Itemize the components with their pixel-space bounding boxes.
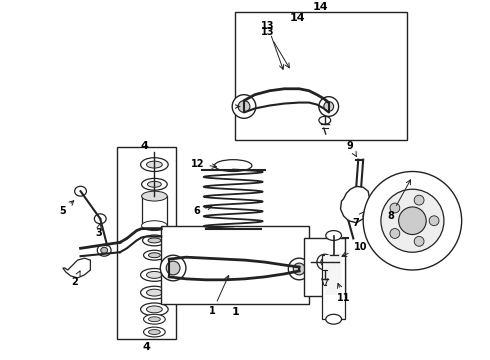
Circle shape: [414, 195, 424, 205]
Text: 3: 3: [95, 224, 101, 238]
Bar: [235, 12, 408, 140]
Text: 13: 13: [261, 27, 289, 68]
Ellipse shape: [148, 238, 161, 243]
Ellipse shape: [147, 181, 161, 187]
Circle shape: [429, 216, 439, 226]
Text: 10: 10: [342, 242, 367, 256]
Circle shape: [319, 96, 339, 116]
Polygon shape: [63, 258, 90, 278]
Text: 1: 1: [231, 307, 239, 317]
Ellipse shape: [144, 327, 165, 337]
Circle shape: [414, 237, 424, 246]
Ellipse shape: [144, 250, 165, 260]
Ellipse shape: [74, 186, 86, 196]
Bar: [304, 238, 345, 296]
Ellipse shape: [141, 286, 168, 299]
Circle shape: [293, 263, 305, 275]
Ellipse shape: [147, 289, 162, 296]
Circle shape: [238, 100, 250, 112]
Bar: [142, 196, 167, 226]
Circle shape: [363, 171, 462, 270]
Bar: [117, 147, 176, 339]
Ellipse shape: [98, 244, 111, 256]
Text: 13: 13: [261, 21, 284, 69]
Text: 1: 1: [209, 275, 229, 316]
Ellipse shape: [144, 314, 165, 324]
Ellipse shape: [141, 303, 168, 316]
Text: 4: 4: [143, 342, 150, 352]
Ellipse shape: [141, 269, 168, 281]
Ellipse shape: [147, 306, 162, 313]
Text: 6: 6: [194, 205, 212, 216]
Bar: [325, 255, 343, 294]
Circle shape: [390, 203, 400, 213]
Circle shape: [317, 254, 333, 270]
Text: 2: 2: [71, 271, 80, 287]
Ellipse shape: [101, 247, 108, 253]
Ellipse shape: [143, 235, 166, 246]
Ellipse shape: [147, 161, 162, 168]
Circle shape: [390, 229, 400, 238]
Ellipse shape: [148, 253, 160, 258]
Text: 11: 11: [337, 283, 350, 302]
Text: 8: 8: [387, 180, 411, 221]
Circle shape: [160, 255, 186, 281]
Ellipse shape: [147, 271, 162, 278]
Circle shape: [399, 207, 426, 234]
Ellipse shape: [326, 231, 342, 240]
Circle shape: [288, 258, 310, 280]
Ellipse shape: [148, 317, 160, 322]
Circle shape: [232, 95, 256, 118]
Circle shape: [166, 261, 180, 275]
Polygon shape: [341, 186, 370, 223]
Ellipse shape: [326, 314, 342, 324]
Text: 12: 12: [191, 159, 217, 168]
Circle shape: [324, 102, 334, 112]
Text: 14: 14: [290, 13, 305, 23]
Text: 14: 14: [313, 2, 329, 12]
Text: 4: 4: [141, 141, 148, 151]
Text: 7: 7: [352, 212, 364, 228]
Ellipse shape: [141, 158, 168, 171]
Ellipse shape: [142, 221, 167, 231]
Circle shape: [321, 258, 329, 266]
Ellipse shape: [142, 179, 167, 190]
Bar: [161, 226, 309, 305]
Text: 5: 5: [59, 201, 74, 216]
Ellipse shape: [142, 191, 167, 201]
Ellipse shape: [94, 214, 106, 224]
Text: 9: 9: [347, 141, 356, 157]
Ellipse shape: [319, 116, 331, 124]
Ellipse shape: [215, 160, 252, 171]
Circle shape: [381, 189, 444, 252]
Bar: [322, 255, 345, 319]
Ellipse shape: [148, 329, 160, 334]
